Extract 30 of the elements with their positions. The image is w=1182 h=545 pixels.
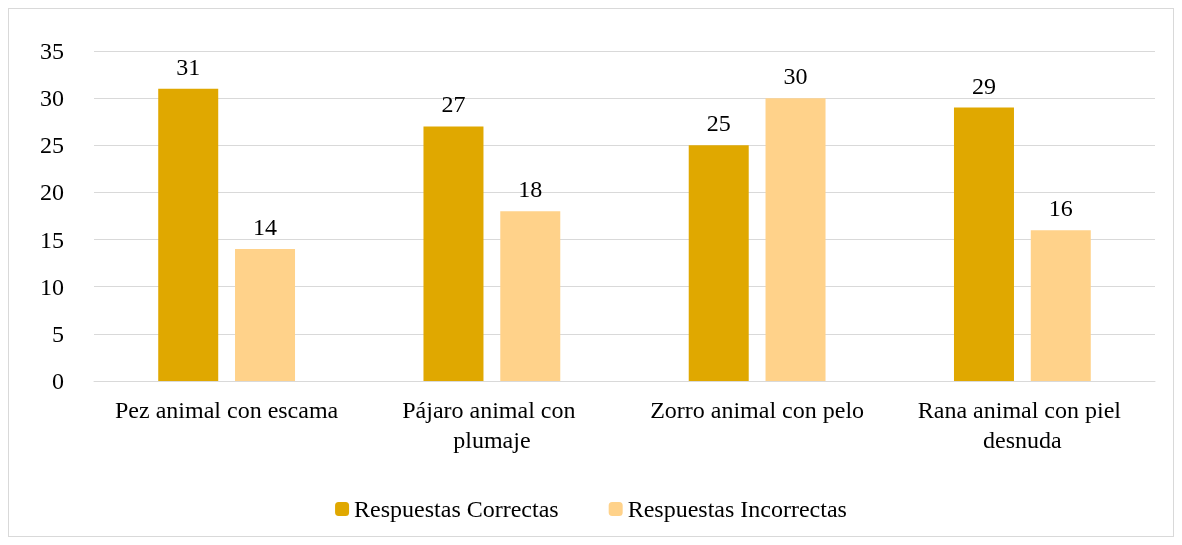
y-tick-label: 0: [52, 368, 64, 394]
bar: [953, 107, 1014, 381]
data-label: 31: [176, 53, 201, 80]
data-label: 18: [518, 176, 543, 203]
y-tick-label: 30: [40, 85, 64, 112]
data-label: 14: [253, 214, 278, 240]
y-tick-label: 15: [40, 226, 64, 253]
x-tick-label: Rana animal con piel desnuda: [917, 397, 1128, 453]
bar: [765, 98, 826, 381]
bar: [500, 211, 561, 381]
data-label: 27: [441, 91, 466, 118]
data-label: 30: [783, 63, 808, 90]
data-label: 25: [706, 110, 731, 137]
y-tick-label: 10: [40, 273, 64, 300]
legend-label: Respuestas Incorrectas: [627, 496, 847, 522]
data-label: 16: [1048, 195, 1073, 222]
y-tick-label: 5: [52, 320, 64, 347]
bar: [688, 145, 749, 381]
legend-label: Respuestas Correctas: [354, 496, 559, 522]
bar: [235, 249, 296, 381]
x-tick-label: Zorro animal con pelo: [650, 397, 865, 423]
y-tick-label: 35: [40, 38, 64, 64]
x-tick-label: Pájaro animal con plumaje: [402, 397, 582, 453]
bar: [423, 126, 484, 381]
y-tick-label: 20: [40, 179, 64, 206]
bar: [1030, 230, 1091, 381]
x-tick-label: Pez animal con escama: [115, 397, 339, 423]
bar: [158, 88, 219, 381]
data-label: 29: [971, 72, 996, 99]
y-tick-label: 25: [40, 132, 64, 159]
